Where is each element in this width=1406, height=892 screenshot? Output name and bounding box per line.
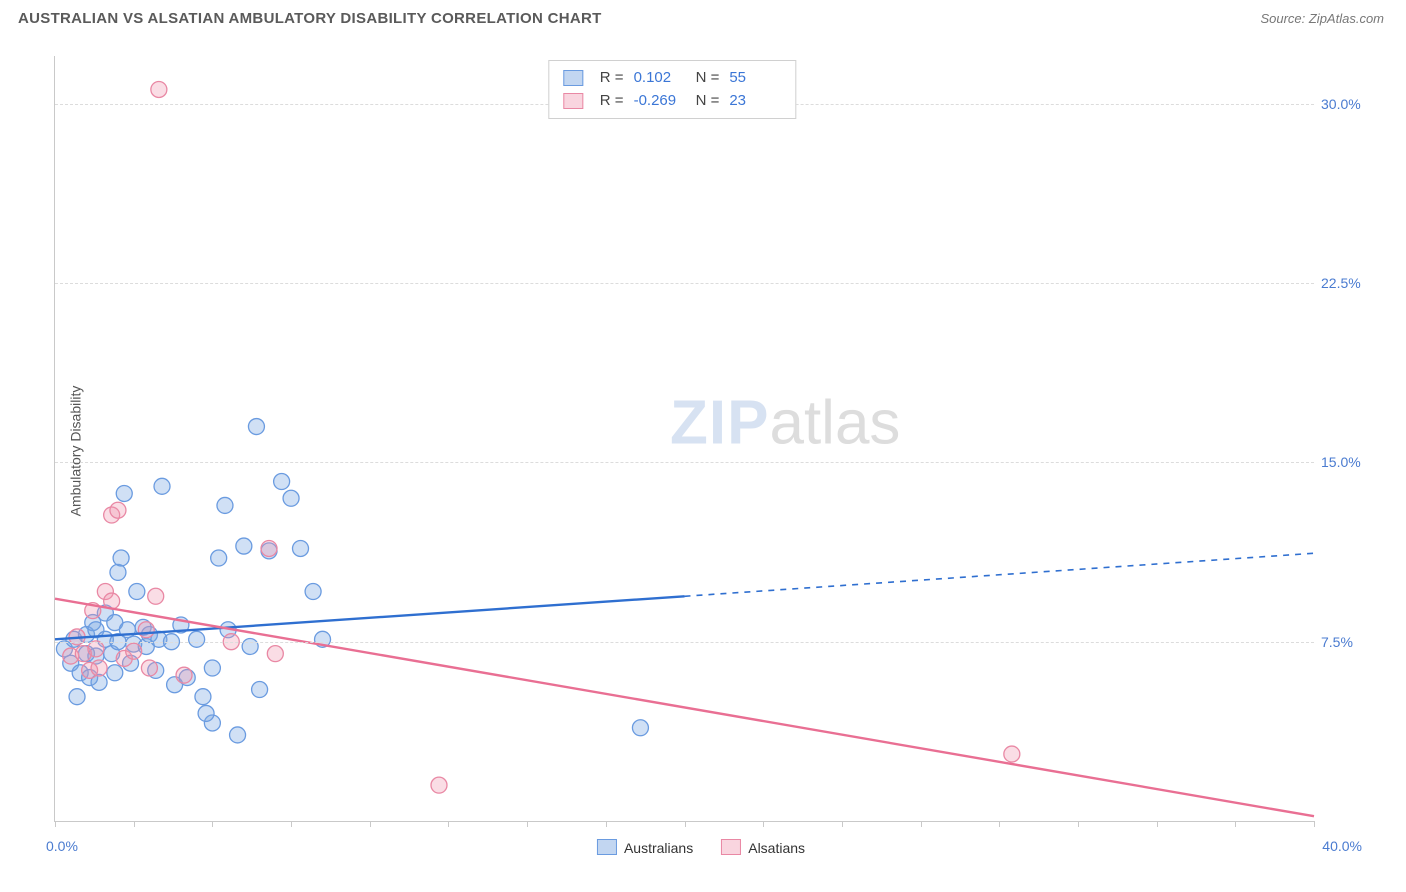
x-tick [921, 821, 922, 827]
legend-item-australians: Australians [597, 839, 693, 856]
x-axis-max-label: 40.0% [1322, 838, 1362, 854]
chart-title: AUSTRALIAN VS ALSATIAN AMBULATORY DISABI… [18, 10, 602, 27]
correlation-legend: R = 0.102 N = 55 R = -0.269 N = 23 [548, 60, 797, 119]
x-tick [134, 821, 135, 827]
x-tick [448, 821, 449, 827]
x-tick [999, 821, 1000, 827]
x-tick [370, 821, 371, 827]
r-value-australians: 0.102 [634, 67, 686, 90]
gridline [55, 642, 1314, 643]
chart-container: Ambulatory Disability ZIPatlas R = 0.102… [18, 40, 1384, 862]
legend-row-australians: R = 0.102 N = 55 [563, 67, 782, 90]
swatch-australians-icon [597, 839, 617, 855]
legend-label: Alsatians [748, 840, 805, 856]
x-tick [763, 821, 764, 827]
r-label: R = [600, 90, 624, 113]
y-tick-label: 22.5% [1321, 275, 1376, 291]
x-tick [291, 821, 292, 827]
legend-item-alsatians: Alsatians [721, 839, 805, 856]
y-tick-label: 7.5% [1321, 634, 1376, 650]
swatch-alsatians-icon [563, 93, 583, 109]
n-value-alsatians: 23 [729, 90, 781, 113]
scatter-svg [55, 56, 1314, 821]
x-tick [1235, 821, 1236, 827]
n-value-australians: 55 [729, 67, 781, 90]
legend-label: Australians [624, 840, 693, 856]
x-tick [685, 821, 686, 827]
y-tick-label: 15.0% [1321, 454, 1376, 470]
n-label: N = [696, 90, 720, 113]
x-tick [842, 821, 843, 827]
header: AUSTRALIAN VS ALSATIAN AMBULATORY DISABI… [0, 0, 1406, 33]
x-tick [606, 821, 607, 827]
swatch-australians-icon [563, 70, 583, 86]
legend-row-alsatians: R = -0.269 N = 23 [563, 90, 782, 113]
x-tick [212, 821, 213, 827]
x-axis-min-label: 0.0% [46, 838, 78, 854]
x-tick [1157, 821, 1158, 827]
swatch-alsatians-icon [721, 839, 741, 855]
x-tick [527, 821, 528, 827]
x-tick [55, 821, 56, 827]
source-label: Source: ZipAtlas.com [1260, 11, 1384, 26]
gridline [55, 462, 1314, 463]
y-tick-label: 30.0% [1321, 96, 1376, 112]
gridline [55, 283, 1314, 284]
x-tick [1078, 821, 1079, 827]
x-tick [1314, 821, 1315, 827]
r-label: R = [600, 67, 624, 90]
r-value-alsatians: -0.269 [634, 90, 686, 113]
plot-area: ZIPatlas R = 0.102 N = 55 R = -0.269 N =… [54, 56, 1314, 822]
series-legend: Australians Alsatians [597, 839, 805, 856]
n-label: N = [696, 67, 720, 90]
